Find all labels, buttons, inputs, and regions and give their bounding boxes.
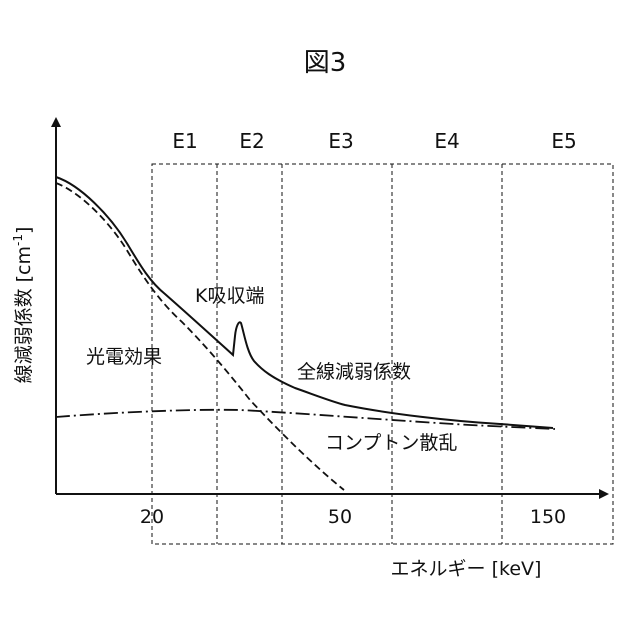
compton-label: コンプトン散乱 xyxy=(325,432,457,454)
region-label-e4: E4 xyxy=(434,129,459,153)
x-tick-label-150: 150 xyxy=(530,506,566,528)
photoelectric-curve xyxy=(56,183,344,490)
region-label-e5: E5 xyxy=(551,129,576,153)
region-box-outline xyxy=(152,164,613,544)
y-axis-label: 線減弱係数 [cm-1] xyxy=(11,227,35,384)
x-tick-label-20: 20 xyxy=(140,506,164,528)
x-axis-label: エネルギー [keV] xyxy=(391,558,542,580)
k-edge-label: K吸収端 xyxy=(195,285,264,307)
x-tick-label-50: 50 xyxy=(328,506,352,528)
region-label-e1: E1 xyxy=(172,129,197,153)
photoelectric-label: 光電効果 xyxy=(86,346,162,368)
compton-curve xyxy=(56,410,555,429)
figure-title: 図3 xyxy=(304,48,347,78)
total-attenuation-curve xyxy=(56,177,553,428)
region-label-e3: E3 xyxy=(328,129,353,153)
total-attenuation-label: 全線減弱係数 xyxy=(297,361,411,383)
region-label-e2: E2 xyxy=(239,129,264,153)
energy-regions xyxy=(152,164,613,544)
